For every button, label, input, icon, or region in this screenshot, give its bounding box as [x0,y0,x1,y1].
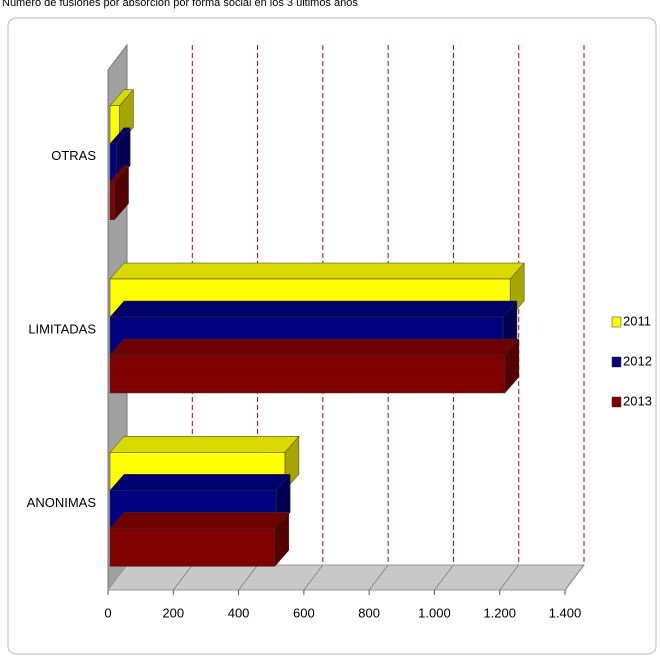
floor-line [499,564,520,591]
bar-top [109,512,290,529]
y-tick-label: LIMITADAS [28,321,96,336]
y-tick-label: OTRAS [51,148,96,163]
floor [106,564,586,591]
floor-line [434,564,454,591]
x-tick-label: 200 [162,605,184,620]
bar-top [109,262,525,280]
bar [109,181,115,220]
y-tick-label: ANONIMAS [27,495,97,510]
legend-label: 2011 [623,313,651,328]
floor-line [368,564,389,591]
legend-swatch [611,396,622,408]
x-tick-label: 1.400 [549,605,582,620]
x-tick-label: 1.200 [483,605,516,620]
bar [109,354,506,394]
chart-title: Número de fusiones por absorción por for… [2,0,358,9]
floor-line [238,564,258,591]
legend-swatch [611,356,622,368]
floor-line [172,564,193,591]
bar-top [109,338,520,356]
x-tick-label: 1.000 [418,605,451,620]
legend-label: 2012 [623,353,652,368]
bar [109,528,276,567]
bar-top [109,474,291,491]
floor-line [303,564,324,591]
legend-swatch [611,316,622,328]
bar-top [109,300,518,318]
x-tick-label: 600 [293,605,315,620]
legend-label: 2013 [623,393,652,408]
x-tick-label: 0 [104,605,111,620]
bar-top [109,436,300,453]
x-tick-label: 800 [358,605,380,620]
x-tick-label: 400 [228,605,250,620]
floor-line [564,564,585,591]
